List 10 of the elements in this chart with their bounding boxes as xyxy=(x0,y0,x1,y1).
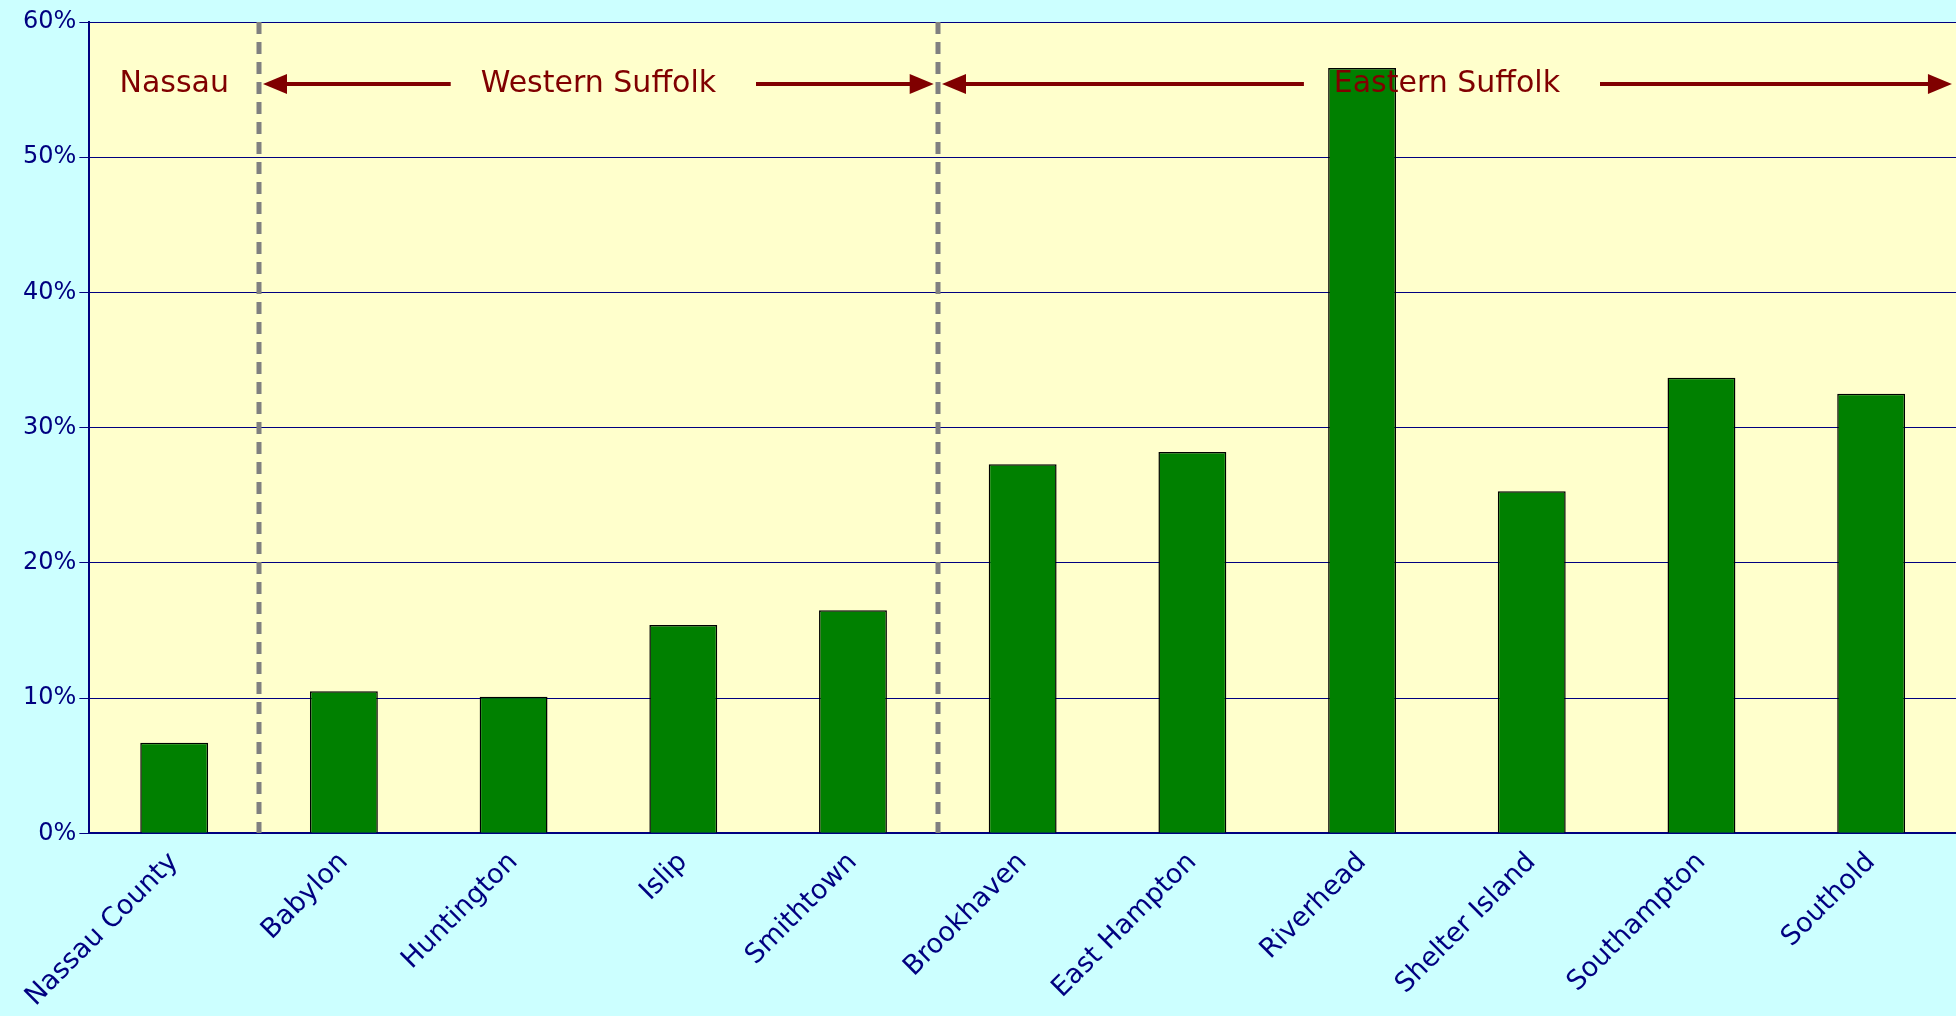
y-tick-label: 10% xyxy=(23,682,77,711)
annotation: Western Suffolk xyxy=(480,63,717,99)
y-tick-label: 20% xyxy=(23,547,77,576)
annotation: Nassau xyxy=(119,63,229,99)
y-tick-label: 30% xyxy=(23,411,77,440)
y-tick-label: 60% xyxy=(23,6,77,35)
y-tick-label: 50% xyxy=(23,141,77,170)
y-tick-label: 40% xyxy=(23,276,77,305)
x-tick-label: Islip xyxy=(632,845,693,906)
y-tick-label: 0% xyxy=(38,817,77,846)
